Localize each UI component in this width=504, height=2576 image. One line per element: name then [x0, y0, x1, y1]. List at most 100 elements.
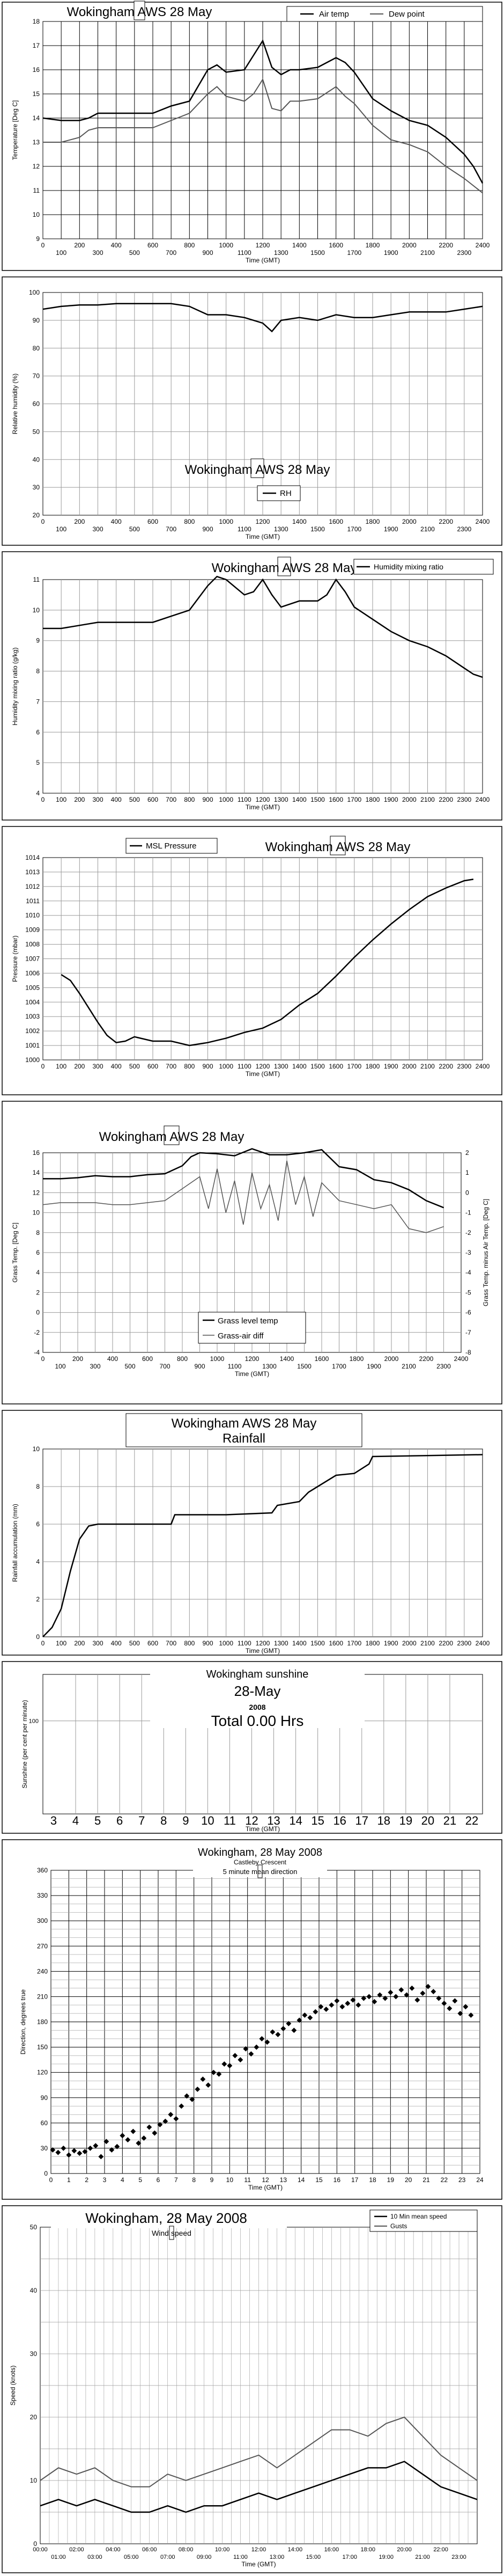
- x-tick-label: 9: [210, 2176, 214, 2184]
- legend-label-msl-pressure: MSL Pressure: [146, 841, 196, 851]
- scatter-point: [211, 2069, 217, 2075]
- scatter-point: [313, 2009, 318, 2015]
- y-tick-label: 210: [37, 1993, 48, 2000]
- y-tick-label: 1010: [25, 912, 40, 919]
- label-box: Wind speed: [152, 2229, 191, 2237]
- x-tick-label: 5: [138, 2176, 142, 2184]
- chart-title: Wokingham sunshine: [206, 1668, 309, 1680]
- x-tick-label: 1900: [384, 249, 398, 257]
- y-tick-label: 16: [33, 1149, 40, 1157]
- x-tick-label: 2300: [457, 1640, 471, 1647]
- x-tick-label: 1900: [384, 1640, 398, 1647]
- scatter-point: [431, 1989, 436, 1994]
- x-tick-label: 10: [226, 2176, 234, 2184]
- scatter-point: [146, 2124, 152, 2130]
- scatter-point: [200, 2076, 206, 2082]
- legend-box: [286, 6, 483, 22]
- x-tick-label: 500: [129, 1640, 140, 1647]
- y-tick-label: 17: [33, 42, 40, 49]
- scatter-point: [350, 1997, 356, 2003]
- y-tick-label: 1001: [25, 1042, 40, 1049]
- y-tick-label: 8: [36, 668, 40, 675]
- x-tick-label: 1000: [210, 1355, 225, 1363]
- x-tick-label: 800: [184, 241, 195, 249]
- x-tick-label: 15: [311, 1814, 324, 1827]
- y-tick-label: 9: [36, 235, 40, 243]
- x-tick-label: 11:00: [233, 2554, 248, 2560]
- x-tick-label: 18: [377, 1814, 390, 1827]
- x-tick-label: 2100: [420, 1640, 435, 1647]
- legend-box: [369, 2209, 478, 2232]
- x-tick-label: 1400: [292, 1640, 307, 1647]
- series-line-rainfall: [42, 1454, 483, 1637]
- x-tick-label: 2400: [476, 241, 490, 249]
- chart-subtitle: Castleby Crescent: [234, 1858, 287, 1866]
- x-tick-label: 2200: [439, 1063, 453, 1070]
- x-tick-label: 600: [147, 1063, 158, 1070]
- scatter-point: [382, 1995, 388, 2001]
- x-tick-label: 1100: [238, 796, 251, 803]
- chart-title: Wokingham AWS 28 May: [99, 1130, 244, 1144]
- legend-label-rh: RH: [280, 489, 292, 498]
- x-tick-label: 1400: [292, 796, 307, 803]
- x-tick-label: 17: [351, 2176, 359, 2184]
- x-tick-label: 800: [184, 1640, 195, 1647]
- chart-panel-4: 1000100110021003100410051006100710081009…: [2, 826, 502, 1095]
- y-tick-label: 11: [33, 187, 40, 194]
- x-tick-label: 1200: [256, 518, 270, 525]
- x-tick-label: 17:00: [343, 2554, 358, 2560]
- x-tick-label: 2100: [420, 796, 435, 803]
- scatter-point: [173, 2116, 179, 2121]
- y-axis-title: Relative humidity (%): [11, 374, 19, 434]
- x-tick-label: 300: [92, 1640, 103, 1647]
- y-tick-label: 10: [33, 211, 40, 218]
- x-tick-label: 0: [41, 1355, 45, 1363]
- x-tick-label: 14: [289, 1814, 302, 1827]
- x-tick-label: 500: [129, 796, 140, 803]
- y-tick-label: 50: [30, 2223, 38, 2231]
- x-tick-label: 1800: [366, 796, 380, 803]
- x-tick-label: 200: [74, 241, 85, 249]
- chart-title: Wokingham, 28 May 2008: [198, 1847, 322, 1858]
- scatter-point: [179, 2103, 184, 2109]
- label-box: 5 minute mean direction: [223, 1868, 298, 1876]
- x-tick-label: 2300: [457, 796, 471, 803]
- scatter-point: [447, 2006, 453, 2011]
- series-line-dew-point: [43, 78, 483, 194]
- x-tick-label: 600: [147, 796, 158, 803]
- scatter-point: [195, 2087, 201, 2092]
- x-tick-label: 300: [90, 1363, 100, 1370]
- chart-panel-7: 100 3 4 5 6 7 8 9 10 11 12 13 14 15 16 17 18 19 20 21 22 Time…: [2, 1661, 502, 1834]
- y-tick-label: 5: [36, 759, 40, 766]
- scatter-point: [109, 2147, 115, 2153]
- title-box: [125, 1413, 362, 1447]
- chart-title: Wokingham, 28 May 2008: [85, 2210, 247, 2226]
- y-tick-label: 10: [30, 2477, 38, 2484]
- x-tick-label: 8: [160, 1814, 167, 1827]
- x-tick-label: 800: [184, 518, 195, 525]
- x-tick-label: 1500: [310, 1063, 325, 1070]
- x-tick-label: 1600: [329, 518, 343, 525]
- x-tick-label: 300: [92, 796, 103, 803]
- y-axis-title: Humidity mixing ratio (g/kg): [11, 647, 19, 725]
- x-tick-label: 900: [202, 796, 213, 803]
- y-tick-label: 1009: [25, 926, 40, 934]
- x-tick-label: 1500: [310, 249, 325, 257]
- scatter-point: [254, 2044, 260, 2050]
- title-backdrop: [51, 2209, 287, 2228]
- x-tick-label: 1100: [238, 525, 251, 533]
- x-tick-label: 1800: [366, 1640, 380, 1647]
- x-tick-label: 300: [92, 1063, 103, 1070]
- scatter-point: [227, 2063, 233, 2069]
- x-tick-label: 8: [192, 2176, 196, 2184]
- scatter-point: [388, 1989, 394, 1995]
- y-tick-label: 150: [37, 2044, 48, 2051]
- legend-label-mixing-ratio: Humidity mixing ratio: [374, 562, 443, 571]
- x-tick-label: 700: [166, 1640, 176, 1647]
- y-tick-label: 1005: [25, 984, 40, 991]
- x-tick-label: 2200: [439, 241, 453, 249]
- x-tick-label: 1900: [384, 796, 398, 803]
- x-tick-label: 900: [202, 525, 213, 533]
- x-tick-label: 1200: [256, 1063, 270, 1070]
- scatter-point: [50, 2147, 56, 2153]
